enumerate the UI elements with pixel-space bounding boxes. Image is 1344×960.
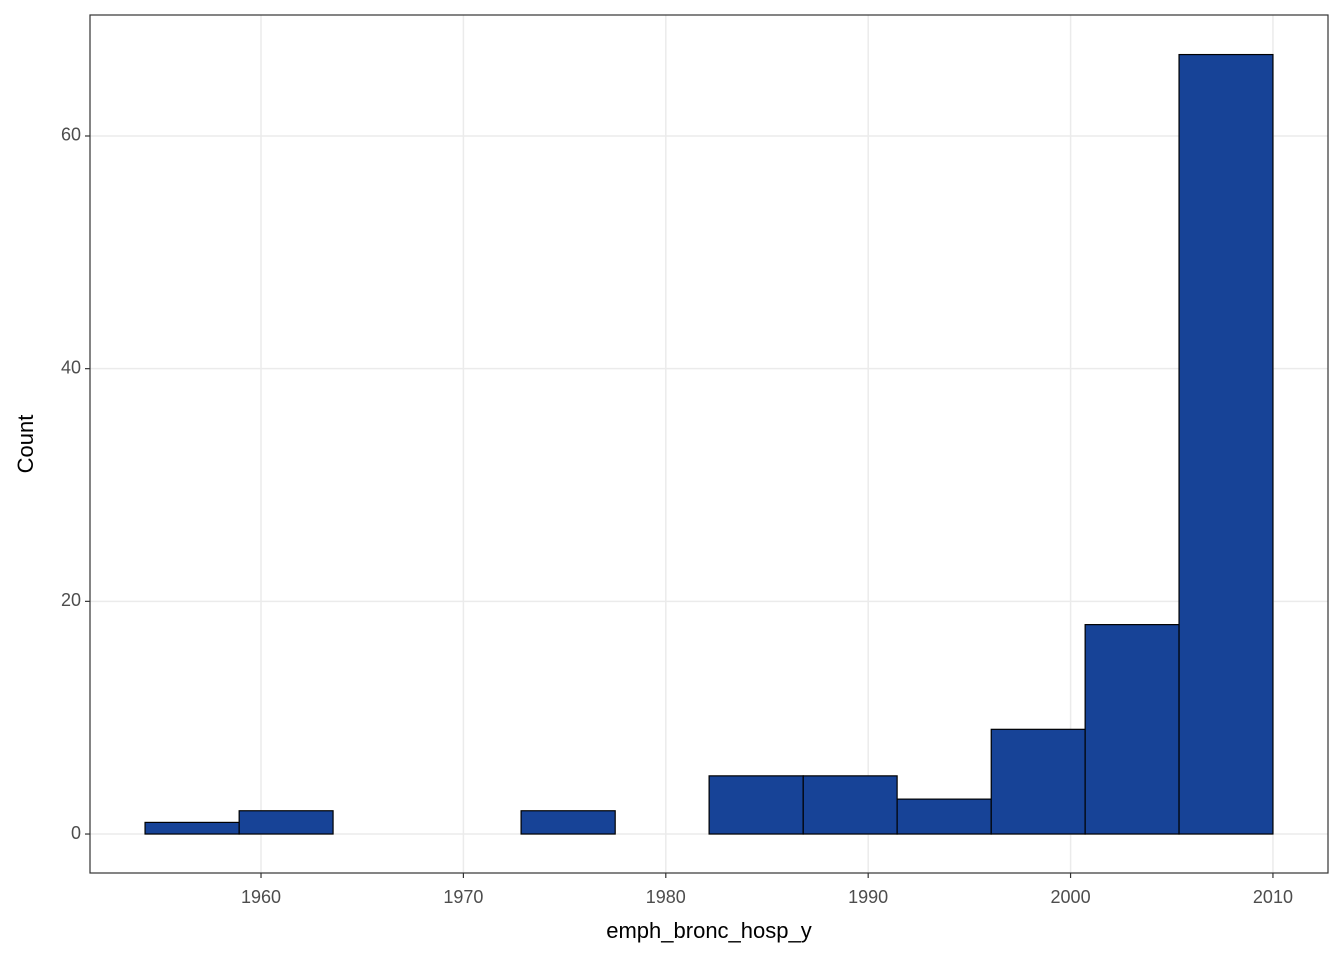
panel-border bbox=[89, 14, 1329, 874]
bar bbox=[708, 775, 804, 835]
y-tick-label: 60 bbox=[61, 125, 81, 145]
x-tick-label: 2010 bbox=[1253, 887, 1293, 907]
x-axis-title: emph_bronc_hosp_y bbox=[606, 918, 811, 943]
x-tick-label: 1980 bbox=[646, 887, 686, 907]
bar bbox=[1178, 53, 1274, 835]
bar bbox=[990, 728, 1086, 835]
x-tick-label: 1960 bbox=[241, 887, 281, 907]
x-tick-label: 1970 bbox=[443, 887, 483, 907]
bar bbox=[144, 821, 240, 835]
y-tick-label: 20 bbox=[61, 590, 81, 610]
bar bbox=[896, 798, 992, 835]
y-axis-title: Count bbox=[13, 415, 38, 474]
bar bbox=[802, 775, 898, 835]
bar bbox=[520, 810, 616, 835]
bar bbox=[1084, 624, 1180, 835]
bar bbox=[238, 810, 334, 835]
x-tick-label: 1990 bbox=[848, 887, 888, 907]
y-tick-label: 0 bbox=[71, 823, 81, 843]
y-tick-label: 40 bbox=[61, 357, 81, 377]
x-tick-label: 2000 bbox=[1051, 887, 1091, 907]
